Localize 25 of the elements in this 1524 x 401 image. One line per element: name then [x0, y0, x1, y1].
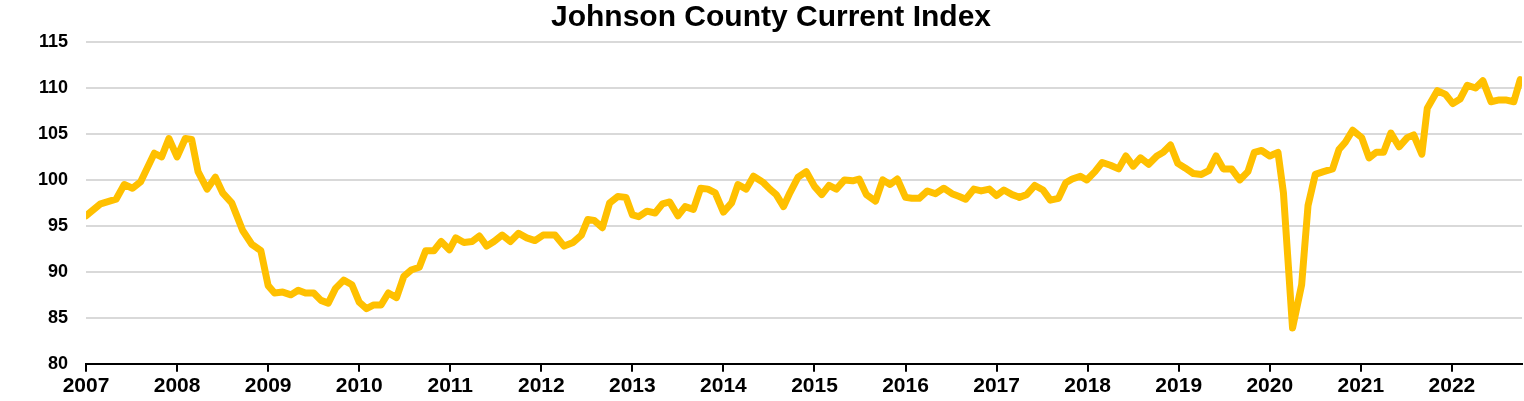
x-tick-label: 2010	[335, 373, 383, 397]
y-tick-label: 100	[37, 168, 69, 189]
x-tick-label: 2022	[1428, 373, 1476, 397]
y-tick-label: 115	[38, 30, 69, 51]
y-tick-label: 80	[48, 352, 69, 373]
x-tick-label: 2009	[244, 373, 292, 397]
x-tick-label: 2015	[791, 373, 839, 397]
x-tick-label: 2019	[1155, 373, 1203, 397]
x-tick-label: 2021	[1337, 373, 1385, 397]
x-tick-label: 2017	[973, 373, 1020, 397]
x-tick-label: 2016	[882, 373, 929, 397]
chart-title: Johnson County Current Index	[550, 0, 992, 33]
x-tick-label: 2013	[609, 373, 656, 397]
x-tick-label: 2007	[62, 373, 110, 397]
y-tick-label: 85	[48, 306, 69, 327]
x-tick-label: 2008	[153, 373, 201, 397]
x-tick-label: 2011	[427, 373, 474, 397]
x-tick-label: 2020	[1246, 373, 1294, 397]
y-tick-label: 110	[38, 76, 69, 97]
x-tick-label: 2012	[517, 373, 565, 397]
y-tick-label: 95	[48, 214, 69, 235]
x-tick-label: 2018	[1064, 373, 1112, 397]
y-tick-label: 90	[48, 260, 69, 281]
x-tick-label: 2014	[700, 373, 748, 397]
y-tick-label: 105	[37, 122, 69, 143]
